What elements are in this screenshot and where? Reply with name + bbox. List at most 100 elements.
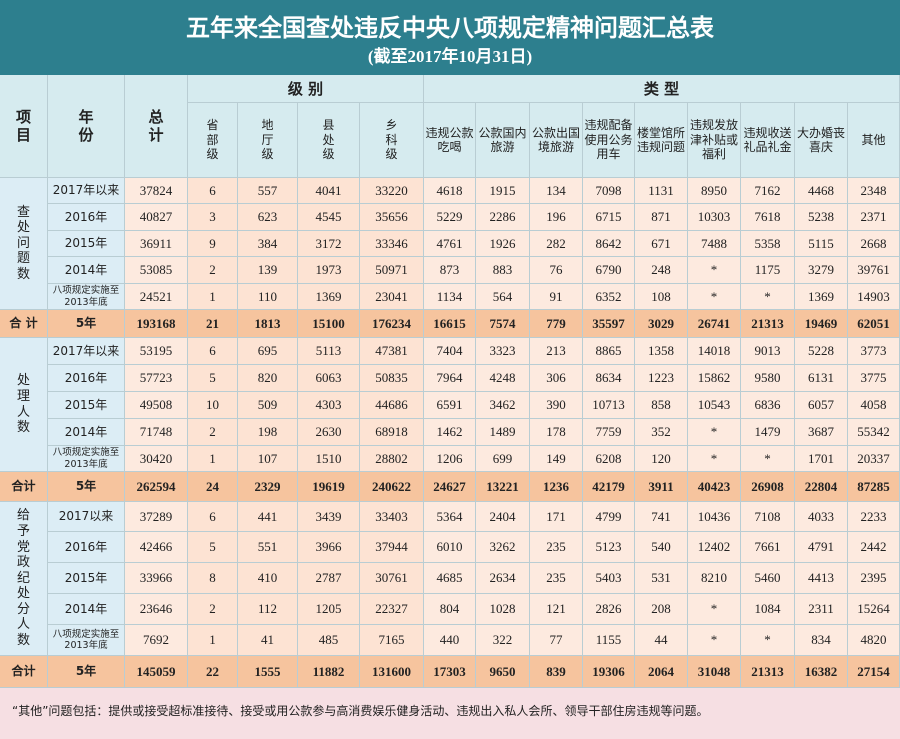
cell: 1369 bbox=[298, 284, 360, 310]
cell: 120 bbox=[635, 446, 688, 472]
cell: 37824 bbox=[125, 178, 188, 204]
total-cell: 3911 bbox=[635, 472, 688, 502]
cell: 7488 bbox=[688, 231, 741, 257]
column-header: 大办婚丧喜庆 bbox=[795, 103, 848, 178]
cell: 44686 bbox=[360, 392, 424, 419]
cell: 1131 bbox=[635, 178, 688, 204]
total-cell: 17303 bbox=[424, 656, 476, 688]
cell: 22327 bbox=[360, 594, 424, 625]
cell: * bbox=[688, 625, 741, 656]
total-cell: 11882 bbox=[298, 656, 360, 688]
cell: 7692 bbox=[125, 625, 188, 656]
cell: 1973 bbox=[298, 257, 360, 284]
cell: 871 bbox=[635, 204, 688, 231]
row-label: 2014年 bbox=[48, 257, 125, 284]
cell: 171 bbox=[530, 502, 583, 532]
cell: 2395 bbox=[848, 563, 900, 594]
cell: 804 bbox=[424, 594, 476, 625]
total-cell: 240622 bbox=[360, 472, 424, 502]
total-cell: 13221 bbox=[476, 472, 530, 502]
cell: 2826 bbox=[583, 594, 635, 625]
cell: 20337 bbox=[848, 446, 900, 472]
cell: 4041 bbox=[298, 178, 360, 204]
row-label: 2017以来 bbox=[48, 502, 125, 532]
cell: 3966 bbox=[298, 532, 360, 563]
cell: 4791 bbox=[795, 532, 848, 563]
column-header: 楼堂馆所违规问题 bbox=[635, 103, 688, 178]
cell: 7964 bbox=[424, 365, 476, 392]
column-header: 乡科级 bbox=[360, 103, 424, 178]
cell: 2 bbox=[188, 419, 238, 446]
cell: 4248 bbox=[476, 365, 530, 392]
cell: 23646 bbox=[125, 594, 188, 625]
total-cell: 35597 bbox=[583, 310, 635, 338]
cell: 53085 bbox=[125, 257, 188, 284]
cell: 6715 bbox=[583, 204, 635, 231]
cell: 10713 bbox=[583, 392, 635, 419]
total-cell: 40423 bbox=[688, 472, 741, 502]
section-label: 处理人数 bbox=[0, 338, 48, 472]
total-cell: 19619 bbox=[298, 472, 360, 502]
column-header: 其他 bbox=[848, 103, 900, 178]
row-label: 2017年以来 bbox=[48, 338, 125, 365]
row-label: 2017年以来 bbox=[48, 178, 125, 204]
cell: 71748 bbox=[125, 419, 188, 446]
cell: 741 bbox=[635, 502, 688, 532]
column-header: 违规配备使用公务用车 bbox=[583, 103, 635, 178]
cell: 873 bbox=[424, 257, 476, 284]
total-cell: 19306 bbox=[583, 656, 635, 688]
row-label: 八项规定实施至2013年底 bbox=[48, 284, 125, 310]
cell: 4799 bbox=[583, 502, 635, 532]
cell: 208 bbox=[635, 594, 688, 625]
total-cell: 21313 bbox=[741, 656, 795, 688]
cell: 1175 bbox=[741, 257, 795, 284]
cell: 134 bbox=[530, 178, 583, 204]
total-label: 合计 bbox=[0, 472, 48, 502]
cell: 33346 bbox=[360, 231, 424, 257]
column-header: 违规公款吃喝 bbox=[424, 103, 476, 178]
cell: 551 bbox=[238, 532, 298, 563]
cell: 5358 bbox=[741, 231, 795, 257]
cell: 410 bbox=[238, 563, 298, 594]
cell: 149 bbox=[530, 446, 583, 472]
cell: 2233 bbox=[848, 502, 900, 532]
total-cell: 1813 bbox=[238, 310, 298, 338]
cell: 6 bbox=[188, 502, 238, 532]
cell: 9013 bbox=[741, 338, 795, 365]
cell: 110 bbox=[238, 284, 298, 310]
column-header: 公款国内旅游 bbox=[476, 103, 530, 178]
cell: 834 bbox=[795, 625, 848, 656]
cell: 2634 bbox=[476, 563, 530, 594]
section-label: 查处问题数 bbox=[0, 178, 48, 310]
row-label: 2014年 bbox=[48, 594, 125, 625]
total-label: 合 计 bbox=[0, 310, 48, 338]
subtitle: (截至2017年10月31日) bbox=[367, 47, 533, 66]
total-cell: 24627 bbox=[424, 472, 476, 502]
total-cell: 87285 bbox=[848, 472, 900, 502]
cell: 7661 bbox=[741, 532, 795, 563]
row-label: 2014年 bbox=[48, 419, 125, 446]
cell: 8950 bbox=[688, 178, 741, 204]
cell: 2668 bbox=[848, 231, 900, 257]
cell: 2442 bbox=[848, 532, 900, 563]
column-header: 违规发放津补贴或福利 bbox=[688, 103, 741, 178]
cell: 8634 bbox=[583, 365, 635, 392]
cell: 509 bbox=[238, 392, 298, 419]
cell: 1028 bbox=[476, 594, 530, 625]
cell: 33966 bbox=[125, 563, 188, 594]
cell: 7098 bbox=[583, 178, 635, 204]
cell: 1462 bbox=[424, 419, 476, 446]
cell: 6131 bbox=[795, 365, 848, 392]
cell: 4685 bbox=[424, 563, 476, 594]
cell: 2787 bbox=[298, 563, 360, 594]
cell: 196 bbox=[530, 204, 583, 231]
total-cell: 16382 bbox=[795, 656, 848, 688]
cell: 4468 bbox=[795, 178, 848, 204]
total-cell: 26908 bbox=[741, 472, 795, 502]
cell: 1358 bbox=[635, 338, 688, 365]
total-cell: 24 bbox=[188, 472, 238, 502]
cell: 10 bbox=[188, 392, 238, 419]
cell: 2630 bbox=[298, 419, 360, 446]
cell: 1 bbox=[188, 446, 238, 472]
